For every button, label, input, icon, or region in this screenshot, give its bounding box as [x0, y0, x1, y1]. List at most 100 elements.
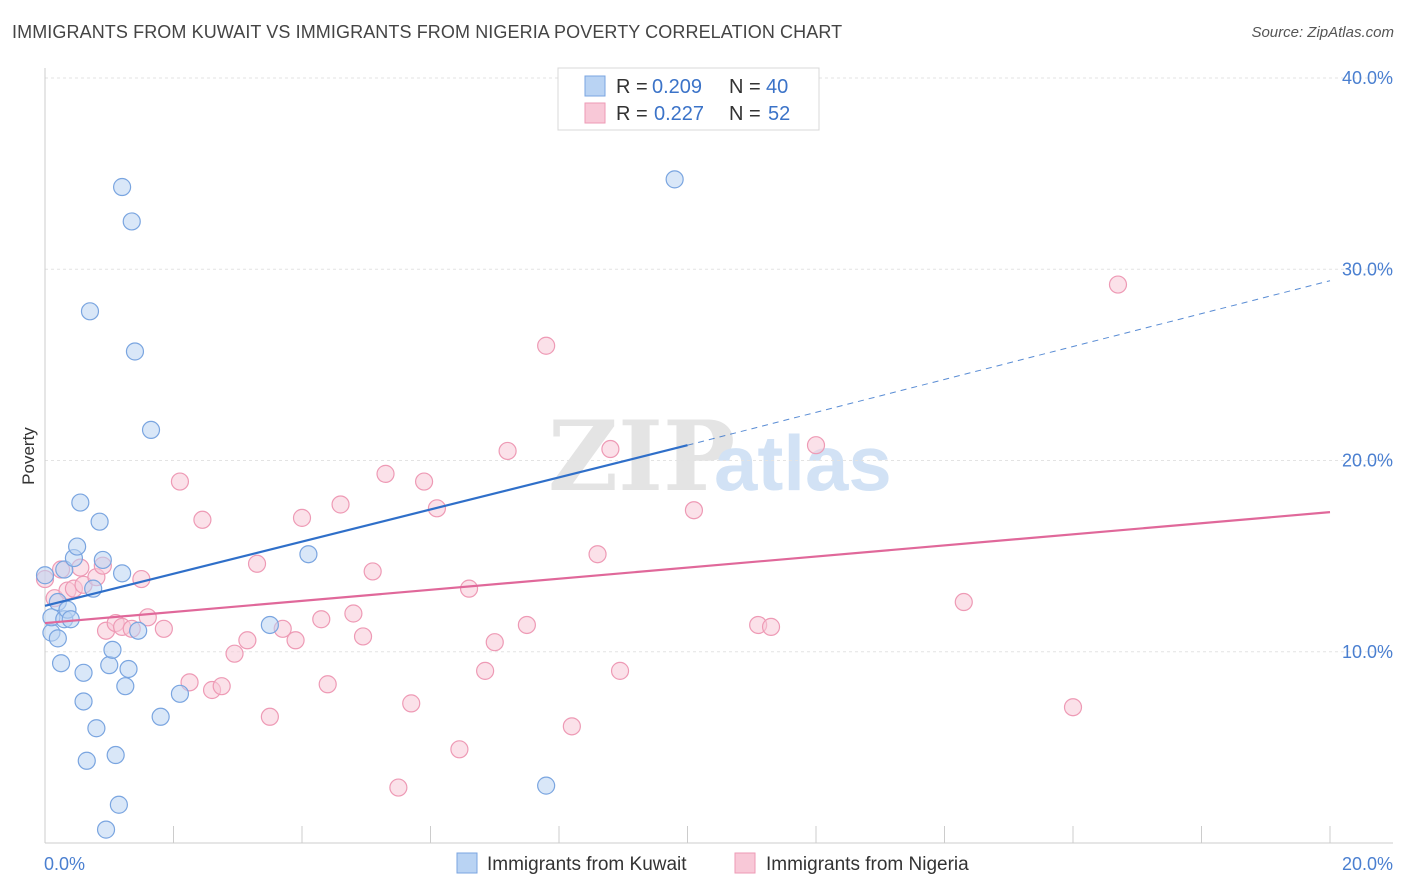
- y-tick-label: 20.0%: [1342, 451, 1393, 471]
- nigeria-point: [212, 677, 231, 696]
- x-tick-labels: 0.0% 20.0%: [44, 854, 1393, 874]
- nigeria-n-value: 52: [768, 103, 790, 125]
- kuwait-legend-swatch: [584, 75, 606, 97]
- nigeria-point: [312, 610, 331, 629]
- x-tick-label: 20.0%: [1342, 854, 1393, 874]
- nigeria-point: [537, 336, 556, 355]
- chart-title: IMMIGRANTS FROM KUWAIT VS IMMIGRANTS FRO…: [12, 22, 843, 42]
- kuwait-point: [96, 820, 116, 839]
- kuwait-point: [112, 564, 132, 583]
- nigeria-series-label: Immigrants from Nigeria: [766, 854, 969, 875]
- kuwait-points: [35, 170, 684, 839]
- kuwait-n-value: 40: [766, 76, 788, 98]
- kuwait-point: [93, 550, 112, 570]
- nigeria-point: [610, 661, 630, 680]
- nigeria-point: [247, 554, 267, 573]
- kuwait-point: [71, 493, 90, 512]
- x-ticks: [44, 826, 1331, 843]
- kuwait-trend-extension: [687, 280, 1331, 446]
- nigeria-point: [225, 644, 244, 663]
- kuwait-point: [665, 170, 684, 189]
- nigeria-point: [193, 510, 212, 529]
- nigeria-point: [292, 508, 312, 527]
- nigeria-point: [954, 592, 973, 612]
- nigeria-point: [238, 631, 257, 650]
- nigeria-point: [154, 619, 173, 638]
- kuwait-series-swatch: [456, 852, 478, 874]
- kuwait-point: [125, 342, 145, 361]
- trend-lines: [44, 280, 1331, 625]
- nigeria-point: [806, 436, 826, 455]
- nigeria-point: [402, 694, 421, 713]
- kuwait-point: [119, 659, 138, 679]
- nigeria-series-swatch: [734, 852, 756, 874]
- nigeria-point: [459, 579, 479, 598]
- kuwait-point: [87, 719, 106, 738]
- kuwait-series-label: Immigrants from Kuwait: [487, 854, 687, 875]
- nigeria-point: [450, 740, 469, 759]
- kuwait-point: [151, 707, 170, 726]
- nigeria-point: [170, 472, 190, 491]
- nigeria-point: [363, 562, 382, 581]
- kuwait-point: [100, 656, 119, 675]
- nigeria-point: [1063, 698, 1083, 717]
- nigeria-n-label: N =: [729, 103, 761, 125]
- nigeria-point: [260, 707, 279, 726]
- nigeria-point: [761, 617, 781, 636]
- nigeria-r-value: 0.227: [654, 103, 704, 125]
- kuwait-point: [116, 677, 135, 696]
- nigeria-point: [1108, 275, 1128, 294]
- y-tick-label: 10.0%: [1342, 642, 1393, 662]
- kuwait-point: [106, 745, 125, 765]
- nigeria-point: [562, 717, 581, 736]
- kuwait-point: [537, 776, 556, 795]
- y-tick-label: 30.0%: [1342, 259, 1393, 279]
- nigeria-point: [318, 675, 337, 694]
- nigeria-point: [331, 495, 350, 514]
- stats-legend: R = 0.209 N = 40 R = 0.227 N = 52: [557, 67, 820, 131]
- nigeria-points: [35, 275, 1128, 797]
- kuwait-point: [35, 566, 55, 585]
- series-legend: Immigrants from Kuwait Immigrants from N…: [456, 852, 969, 875]
- y-tick-label: 40.0%: [1342, 68, 1393, 88]
- kuwait-point: [74, 692, 93, 711]
- watermark-atlas: atlas: [714, 419, 892, 507]
- kuwait-point: [129, 621, 148, 640]
- nigeria-point: [476, 661, 495, 680]
- nigeria-point: [353, 627, 373, 646]
- kuwait-point: [170, 684, 190, 703]
- kuwait-point: [112, 177, 132, 197]
- source-label: Source: ZipAtlas.com: [1251, 24, 1394, 41]
- kuwait-point: [68, 537, 87, 556]
- kuwait-point: [77, 751, 96, 770]
- nigeria-point: [498, 441, 517, 461]
- kuwait-point: [48, 629, 67, 648]
- kuwait-r-label: R =: [616, 76, 648, 98]
- kuwait-trend-line: [44, 444, 688, 607]
- nigeria-point: [414, 472, 434, 491]
- nigeria-point: [132, 569, 151, 589]
- kuwait-point: [141, 420, 161, 439]
- kuwait-n-label: N =: [729, 76, 761, 98]
- x-tick-label: 0.0%: [44, 854, 85, 874]
- nigeria-trend-line: [44, 511, 1331, 625]
- y-axis-label: Poverty: [19, 427, 38, 485]
- nigeria-point: [344, 604, 363, 623]
- kuwait-point: [80, 302, 100, 321]
- nigeria-point: [376, 464, 395, 483]
- nigeria-point: [684, 501, 704, 520]
- kuwait-point: [122, 212, 141, 231]
- kuwait-point: [90, 512, 109, 531]
- nigeria-point: [588, 545, 607, 564]
- nigeria-point: [286, 631, 305, 650]
- kuwait-point: [109, 795, 128, 814]
- kuwait-point: [299, 545, 318, 564]
- nigeria-legend-swatch: [584, 102, 606, 124]
- kuwait-r-value: 0.209: [652, 76, 702, 98]
- kuwait-point: [74, 663, 93, 682]
- nigeria-point: [485, 633, 504, 652]
- y-tick-labels: 10.0% 20.0% 30.0% 40.0%: [1342, 68, 1393, 662]
- kuwait-point: [103, 640, 122, 659]
- nigeria-point: [601, 439, 620, 459]
